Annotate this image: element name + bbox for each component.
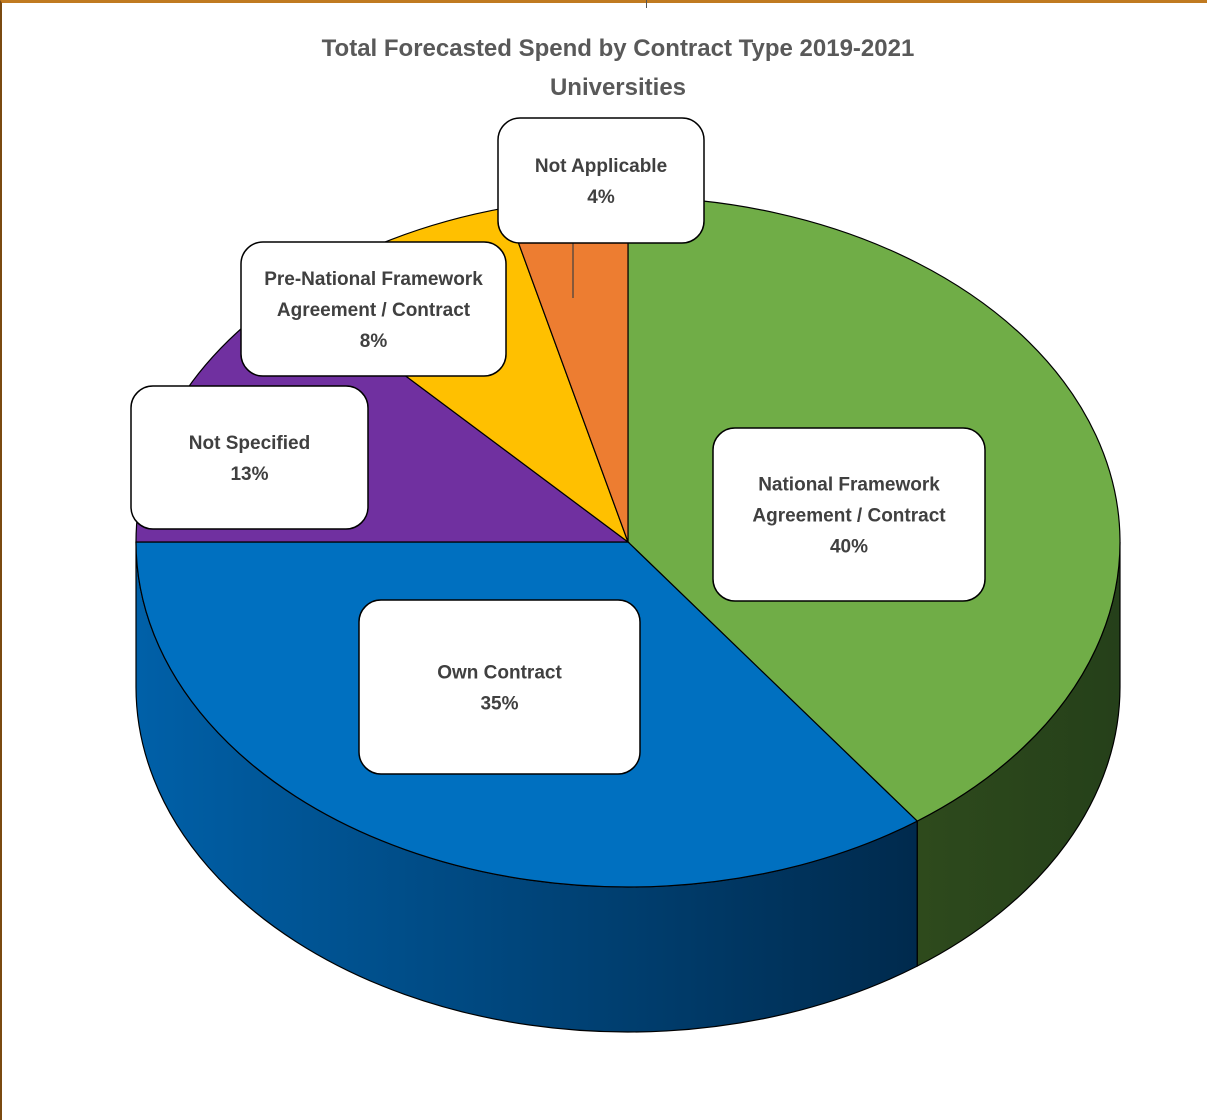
- data-label-2: Not Specified 13%: [130, 385, 369, 530]
- data-label-box: [130, 385, 369, 530]
- data-label-4: Not Applicable 4%: [497, 117, 705, 244]
- data-label-name: Not Applicable: [535, 156, 667, 177]
- data-label-name: National Framework: [758, 475, 940, 496]
- data-label-name: Agreement / Contract: [277, 300, 471, 321]
- frame-divider: [646, 0, 647, 8]
- data-label-name: Not Specified: [189, 433, 310, 454]
- data-label-percent: 8%: [360, 331, 388, 352]
- data-label-name: Pre-National Framework: [264, 269, 483, 290]
- data-labels: National Framework Agreement / Contract 40…: [130, 117, 986, 775]
- data-label-box: [497, 117, 705, 244]
- data-label-box: [240, 241, 507, 377]
- data-label-box: [712, 427, 986, 602]
- data-label-name: Own Contract: [437, 663, 562, 684]
- chart-subtitle: Universities: [550, 74, 686, 101]
- data-label-percent: 13%: [230, 464, 268, 485]
- data-label-1: Own Contract 35%: [358, 599, 641, 775]
- data-label-0: National Framework Agreement / Contract 40…: [712, 427, 986, 602]
- data-label-3: Pre-National Framework Agreement / Contra…: [240, 241, 507, 377]
- data-label-box: [358, 599, 641, 775]
- data-label-percent: 40%: [830, 537, 868, 558]
- data-label-name: Agreement / Contract: [752, 506, 946, 527]
- data-label-percent: 35%: [480, 694, 518, 715]
- chart-title: Total Forecasted Spend by Contract Type …: [322, 35, 915, 62]
- data-label-percent: 4%: [587, 187, 615, 208]
